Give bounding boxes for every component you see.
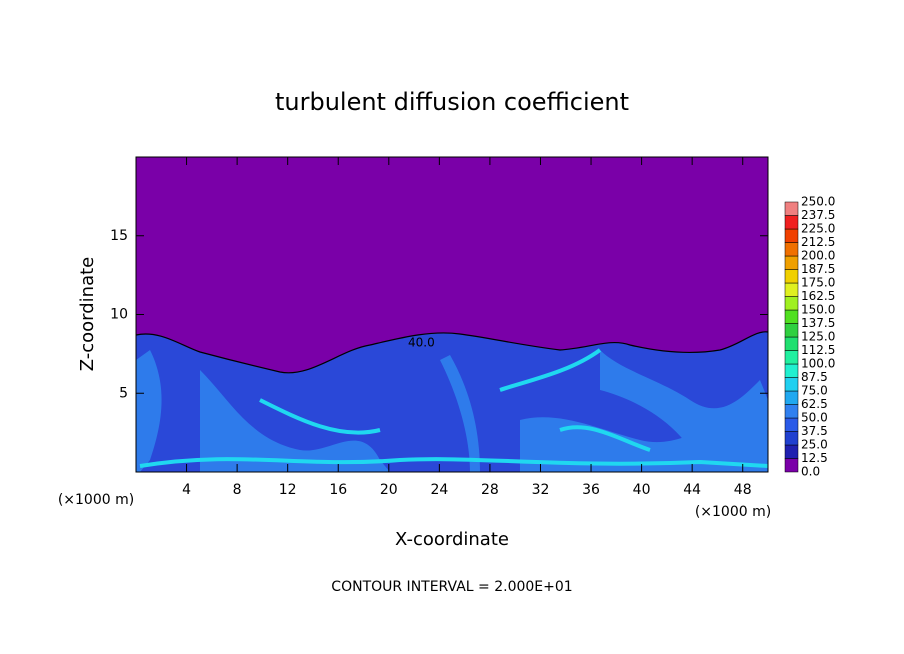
colorbar-label: 137.5	[801, 316, 835, 330]
colorbar-swatch	[784, 282, 799, 297]
colorbar-label: 50.0	[801, 411, 828, 425]
colorbar-swatch	[784, 363, 799, 378]
unit-label: (×1000 m)	[58, 492, 134, 508]
colorbar-swatch	[784, 215, 799, 230]
x-tick-label: 4	[182, 482, 191, 498]
annotation: 40.0	[408, 336, 435, 350]
chart-title: turbulent diffusion coefficient	[275, 88, 629, 116]
colorbar-swatch	[784, 323, 799, 338]
x-axis-label: X-coordinate	[395, 529, 509, 550]
colorbar-swatch	[784, 350, 799, 365]
colorbar-swatch	[784, 228, 799, 243]
colorbar-label: 62.5	[801, 397, 828, 411]
y-tick-label: 5	[119, 385, 128, 401]
field-region	[136, 350, 768, 472]
colorbar-swatch	[784, 444, 799, 459]
y-axis-label: Z-coordinate	[77, 257, 98, 372]
x-tick-label: 20	[380, 482, 398, 498]
x-tick-label: 28	[481, 482, 499, 498]
colorbar-swatch	[784, 431, 799, 446]
x-tick-label: 36	[582, 482, 600, 498]
colorbar-label: 225.0	[801, 222, 835, 236]
x-tick-label: 40	[633, 482, 651, 498]
colorbar-swatch	[784, 201, 799, 216]
colorbar-label: 187.5	[801, 262, 835, 276]
colorbar-label: 25.0	[801, 438, 828, 452]
colorbar-swatch	[784, 417, 799, 432]
colorbar-label: 162.5	[801, 289, 835, 303]
x-tick-label: 8	[233, 482, 242, 498]
colorbar-label: 37.5	[801, 424, 828, 438]
colorbar-label: 250.0	[801, 195, 835, 209]
colorbar-label: 200.0	[801, 249, 835, 263]
contour-line	[135, 331, 769, 374]
x-tick-label: 16	[329, 482, 347, 498]
y-tick-label: 10	[110, 307, 128, 323]
colorbar-label: 112.5	[801, 343, 835, 357]
colorbar-swatch	[784, 296, 799, 311]
colorbar-label: 150.0	[801, 303, 835, 317]
colorbar-label: 87.5	[801, 370, 828, 384]
colorbar-swatch	[784, 404, 799, 419]
x-tick-label: 32	[532, 482, 550, 498]
colorbar-label: 100.0	[801, 357, 835, 371]
colorbar-label: 0.0	[801, 465, 820, 479]
colorbar-label: 12.5	[801, 451, 828, 465]
colorbar-label: 237.5	[801, 208, 835, 222]
unit-label: (×1000 m)	[695, 504, 771, 520]
x-tick-label: 12	[279, 482, 297, 498]
colorbar-label: 212.5	[801, 235, 835, 249]
x-tick-label: 44	[683, 482, 701, 498]
colorbar-label: 125.0	[801, 330, 835, 344]
colorbar-swatch	[784, 309, 799, 324]
y-tick-label: 15	[110, 228, 128, 244]
field-region	[139, 348, 769, 468]
colorbar-swatch	[784, 242, 799, 257]
x-tick-label: 48	[734, 482, 752, 498]
colorbar-swatch	[784, 336, 799, 351]
colorbar-swatch	[784, 255, 799, 270]
colorbar-label: 175.0	[801, 276, 835, 290]
footnote: CONTOUR INTERVAL = 2.000E+01	[331, 579, 572, 595]
colorbar-swatch	[784, 458, 799, 473]
colorbar-label: 75.0	[801, 384, 828, 398]
x-tick-label: 24	[430, 482, 448, 498]
colorbar-swatch	[784, 269, 799, 284]
colorbar-swatch	[784, 377, 799, 392]
colorbar-swatch	[784, 390, 799, 405]
